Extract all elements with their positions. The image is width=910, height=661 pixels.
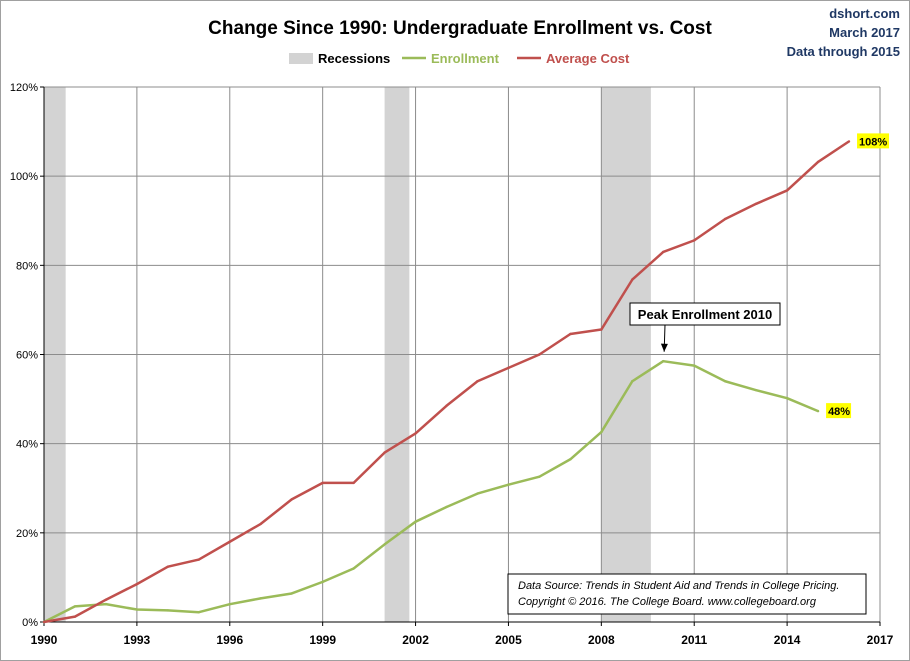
- gridlines: [44, 86, 881, 622]
- enrollment-point: [197, 610, 201, 614]
- average-cost-point: [816, 160, 820, 164]
- average-cost-point: [507, 366, 510, 370]
- enrollment-point: [723, 380, 727, 383]
- enrollment-point: [166, 609, 170, 612]
- credit-block: dshort.com March 2017 Data through 2015: [787, 6, 900, 59]
- enrollment-point: [445, 505, 448, 509]
- average-cost-point: [321, 481, 324, 485]
- x-axis-ticks: 1990 1993 1996 1999 2002 2005 2008 2011 2014 2017: [31, 622, 894, 647]
- average-cost-point: [662, 250, 665, 254]
- annotation-arrowhead: [660, 343, 668, 352]
- average-cost-point: [228, 540, 231, 543]
- enrollment-point: [569, 458, 572, 461]
- source-note-line-1: Data Source: Trends in Student Aid and T…: [518, 580, 839, 592]
- y-tick-label-0: 0%: [22, 617, 38, 629]
- average-cost-point: [135, 582, 139, 586]
- enrollment-line: [43, 359, 819, 624]
- average-cost-point: [73, 615, 77, 618]
- average-cost-end-label-bg: [857, 133, 890, 149]
- enrollment-point: [538, 475, 541, 478]
- average-cost-point: [197, 558, 201, 561]
- y-tick-label-1: 20%: [16, 528, 38, 540]
- chart-title: Change Since 1990: Undergraduate Enrollm…: [208, 18, 712, 39]
- series-lines: [42, 140, 851, 624]
- average-cost-point: [352, 481, 355, 485]
- average-cost-point: [723, 217, 727, 221]
- source-note-box: [507, 573, 867, 615]
- y-tick-label-4: 80%: [16, 260, 38, 272]
- enrollment-point: [414, 520, 417, 523]
- average-cost-point: [693, 239, 696, 242]
- average-cost-point: [754, 202, 758, 206]
- enrollment-point: [507, 483, 510, 486]
- peak-enrollment-annotation: Peak Enrollment 2010: [629, 302, 781, 352]
- y-tick-label-6: 120%: [10, 82, 38, 94]
- enrollment-point: [228, 602, 231, 606]
- y-tick-label-2: 40%: [16, 439, 38, 451]
- enrollment-point: [290, 592, 293, 595]
- credit-site: dshort.com: [829, 6, 900, 21]
- average-cost-point: [414, 432, 417, 435]
- average-cost-point: [785, 189, 789, 192]
- enrollment-point: [816, 409, 820, 413]
- enrollment-point: [785, 396, 789, 400]
- enrollment-point: [662, 359, 665, 363]
- enrollment-point: [600, 430, 603, 434]
- average-cost-point: [445, 404, 448, 407]
- average-cost-point: [259, 522, 262, 526]
- end-labels: 48% 108%: [826, 133, 890, 419]
- enrollment-end-label: 48%: [828, 406, 850, 418]
- average-cost-end-label: 108%: [859, 136, 887, 148]
- average-cost-point: [847, 140, 851, 143]
- average-cost-point: [476, 380, 479, 383]
- y-tick-label-3: 60%: [16, 350, 38, 362]
- average-cost-point: [166, 565, 170, 568]
- legend-recessions-swatch: [289, 53, 313, 64]
- enrollment-point: [383, 543, 386, 546]
- enrollment-point: [352, 567, 355, 570]
- legend: Recessions Enrollment Average Cost: [289, 51, 630, 66]
- x-tick-label-9: 2017: [867, 633, 894, 647]
- enrollment-point: [754, 388, 758, 392]
- credit-data-through: Data through 2015: [787, 44, 900, 59]
- average-cost-point: [290, 498, 293, 501]
- x-tick-label-3: 1999: [309, 633, 336, 647]
- enrollment-point: [631, 380, 634, 383]
- enrollment-point: [73, 605, 77, 608]
- legend-average-cost-label: Average Cost: [546, 51, 630, 66]
- average-cost-point: [383, 451, 386, 454]
- source-note: Data Source: Trends in Student Aid and T…: [507, 573, 867, 615]
- average-cost-point: [42, 620, 46, 624]
- x-tick-label-4: 2002: [402, 633, 429, 647]
- legend-recessions-label: Recessions: [318, 51, 390, 66]
- x-tick-label-8: 2014: [774, 633, 801, 647]
- source-note-line-2: Copyright © 2016. The College Board. www…: [518, 596, 817, 608]
- x-tick-label-1: 1993: [124, 633, 151, 647]
- average-cost-point: [631, 278, 634, 281]
- enrollment-point: [259, 597, 262, 600]
- enrollment-end-label-bg: [826, 403, 852, 419]
- average-cost-point: [538, 353, 541, 356]
- annotation-box: [629, 302, 781, 326]
- y-axis-ticks: 0% 20% 40% 60% 80% 100% 120%: [10, 82, 44, 629]
- enrollment-point: [476, 492, 479, 495]
- x-tick-label-6: 2008: [588, 633, 615, 647]
- average-cost-point: [600, 328, 603, 331]
- enrollment-point: [135, 608, 139, 611]
- average-cost-point: [569, 332, 572, 336]
- enrollment-point: [693, 364, 696, 367]
- x-tick-label-0: 1990: [31, 633, 58, 647]
- x-tick-label-2: 1996: [216, 633, 243, 647]
- x-tick-label-7: 2011: [681, 633, 707, 647]
- enrollment-point: [104, 602, 108, 606]
- legend-enrollment-label: Enrollment: [431, 51, 500, 66]
- enrollment-point: [321, 580, 324, 584]
- average-cost-point: [104, 598, 108, 601]
- y-tick-label-5: 100%: [10, 171, 38, 183]
- x-tick-label-5: 2005: [495, 633, 522, 647]
- credit-date: March 2017: [829, 25, 900, 40]
- annotation-text: Peak Enrollment 2010: [638, 307, 772, 322]
